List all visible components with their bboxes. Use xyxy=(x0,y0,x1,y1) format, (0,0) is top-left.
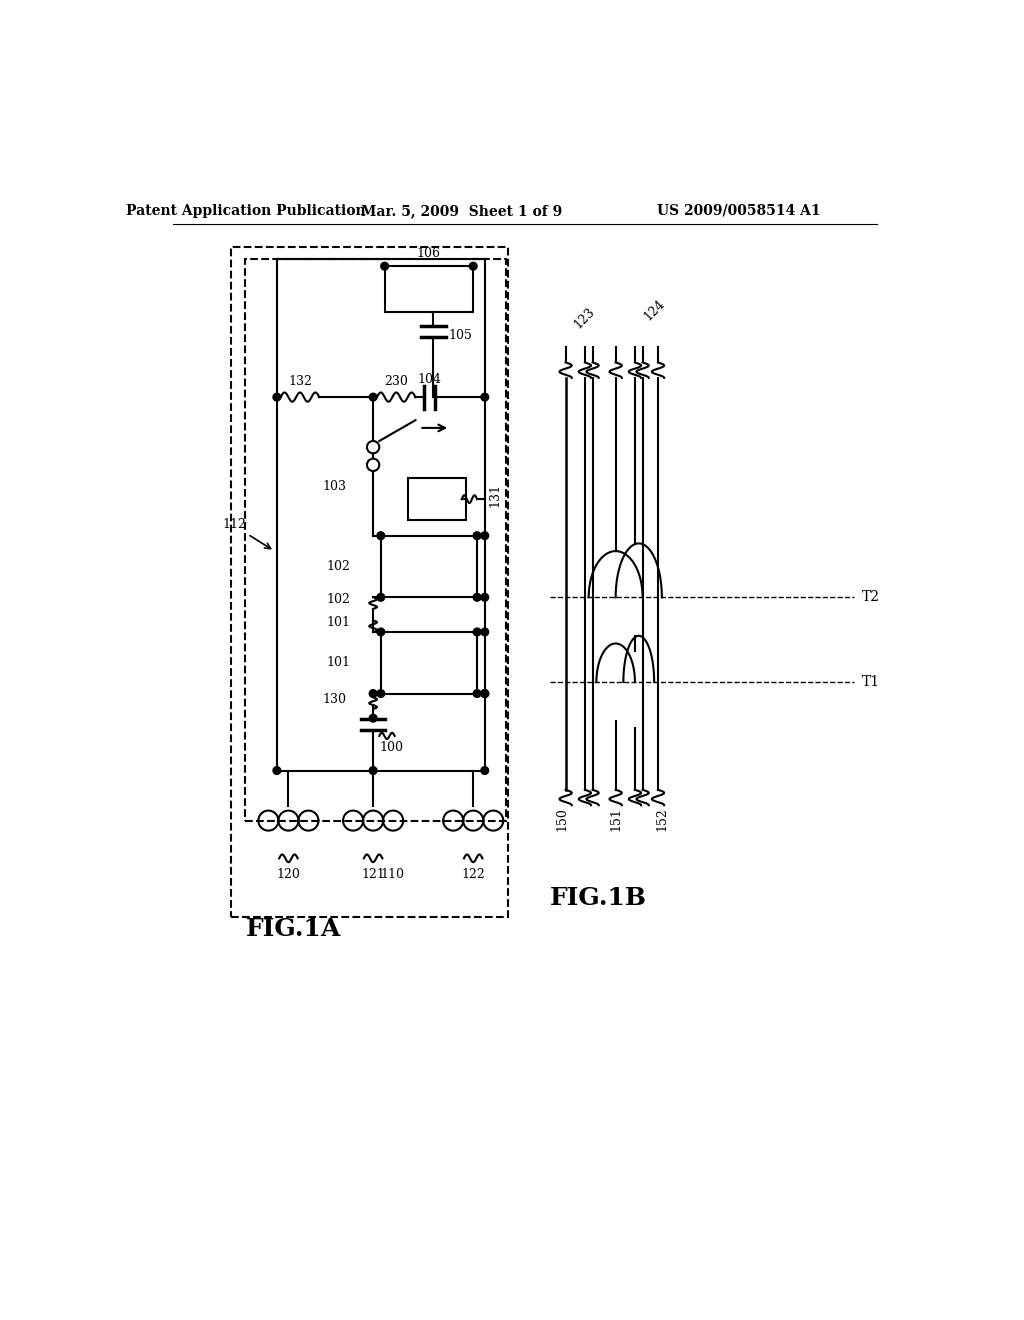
Circle shape xyxy=(370,689,377,697)
Text: 152: 152 xyxy=(655,808,669,832)
Text: Mar. 5, 2009  Sheet 1 of 9: Mar. 5, 2009 Sheet 1 of 9 xyxy=(361,203,562,218)
Circle shape xyxy=(469,263,477,271)
Circle shape xyxy=(273,393,281,401)
Circle shape xyxy=(370,714,377,722)
Text: 124: 124 xyxy=(641,297,668,323)
Bar xyxy=(230,247,508,917)
Circle shape xyxy=(381,263,388,271)
Circle shape xyxy=(367,441,379,453)
Circle shape xyxy=(473,532,481,540)
Circle shape xyxy=(481,689,488,697)
Text: 105: 105 xyxy=(449,329,473,342)
Text: 112: 112 xyxy=(222,517,247,531)
Bar xyxy=(381,632,477,693)
Circle shape xyxy=(370,393,377,401)
Text: 104: 104 xyxy=(418,374,441,387)
Text: US 2009/0058514 A1: US 2009/0058514 A1 xyxy=(657,203,820,218)
Circle shape xyxy=(473,689,481,697)
Text: 130: 130 xyxy=(323,693,346,706)
Circle shape xyxy=(481,767,488,775)
Circle shape xyxy=(473,628,481,636)
Circle shape xyxy=(377,628,385,636)
Circle shape xyxy=(481,532,488,540)
Text: FIG.1B: FIG.1B xyxy=(550,886,647,911)
Bar xyxy=(408,478,466,520)
Text: 106: 106 xyxy=(417,247,441,260)
Text: 101: 101 xyxy=(326,656,350,669)
Text: 132: 132 xyxy=(288,375,312,388)
Text: T1: T1 xyxy=(862,675,881,689)
Text: 120: 120 xyxy=(276,867,300,880)
Bar xyxy=(245,259,506,821)
Circle shape xyxy=(473,594,481,601)
Text: 122: 122 xyxy=(462,867,485,880)
Text: 230: 230 xyxy=(384,375,409,388)
Text: 151: 151 xyxy=(609,808,623,832)
Text: 102: 102 xyxy=(326,560,350,573)
Circle shape xyxy=(367,459,379,471)
Circle shape xyxy=(481,393,488,401)
Text: 110: 110 xyxy=(381,867,404,880)
Circle shape xyxy=(273,767,281,775)
Circle shape xyxy=(377,594,385,601)
Circle shape xyxy=(481,594,488,601)
Text: 102: 102 xyxy=(326,594,350,606)
Circle shape xyxy=(481,689,488,697)
Text: Patent Application Publication: Patent Application Publication xyxy=(126,203,366,218)
Text: 101: 101 xyxy=(326,616,350,628)
Text: 103: 103 xyxy=(323,479,346,492)
Circle shape xyxy=(370,767,377,775)
Text: FIG.1A: FIG.1A xyxy=(246,917,341,941)
Circle shape xyxy=(377,532,385,540)
Text: 150: 150 xyxy=(555,808,568,832)
Text: 100: 100 xyxy=(379,742,403,754)
Bar xyxy=(381,536,477,598)
Text: T2: T2 xyxy=(862,590,880,605)
Text: 121: 121 xyxy=(361,867,385,880)
Circle shape xyxy=(377,689,385,697)
Text: 123: 123 xyxy=(571,305,598,331)
Circle shape xyxy=(481,628,488,636)
Bar xyxy=(385,267,473,313)
Text: 131: 131 xyxy=(488,483,502,507)
